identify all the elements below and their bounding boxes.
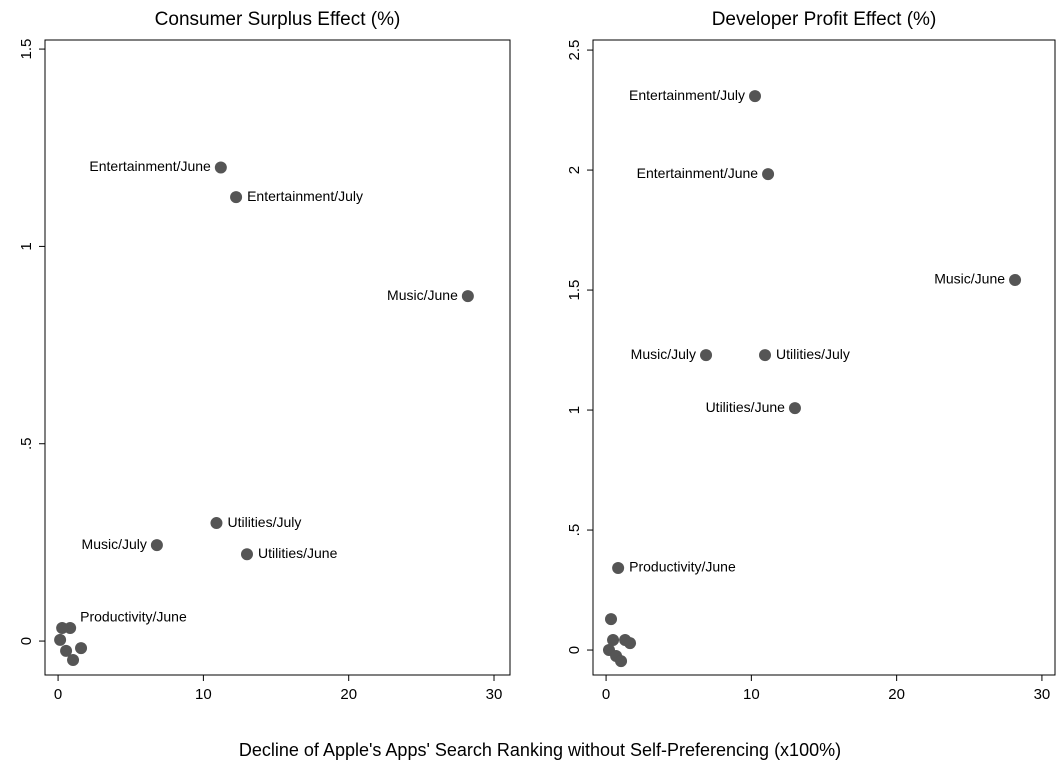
point-label: Music/June [387, 287, 458, 303]
point [150, 539, 163, 552]
chart-title: Developer Profit Effect (%) [712, 9, 937, 30]
x-axis-label: Decline of Apple's Apps' Search Ranking … [239, 740, 841, 760]
point [54, 633, 67, 646]
y-tick-label: 1 [566, 406, 583, 414]
y-tick-label: 1.5 [18, 39, 35, 60]
y-tick-label: 0 [18, 637, 35, 645]
point [461, 290, 474, 303]
point [748, 90, 761, 103]
y-tick-label: 2 [566, 166, 583, 174]
x-tick-label: 20 [340, 686, 357, 703]
point-label: Entertainment/July [247, 188, 363, 204]
x-tick-label: 0 [54, 686, 62, 703]
point-label: Utilities/June [706, 399, 786, 415]
x-tick-label: 10 [195, 686, 212, 703]
point-label: Utilities/July [227, 514, 301, 530]
point-label: Music/July [82, 536, 147, 552]
point-label: Music/July [631, 346, 696, 362]
point [75, 642, 88, 655]
point [240, 548, 253, 561]
point [605, 613, 618, 626]
x-tick-label: 0 [602, 686, 610, 703]
point [788, 402, 801, 415]
y-tick-label: 0 [566, 646, 583, 654]
x-tick-label: 10 [743, 686, 760, 703]
y-tick-label: 1.5 [566, 280, 583, 301]
point [210, 517, 223, 530]
point [700, 349, 713, 362]
point [612, 561, 625, 574]
x-tick-label: 30 [486, 686, 503, 703]
point-label: Entertainment/June [637, 165, 759, 181]
chart-title: Consumer Surplus Effect (%) [155, 9, 401, 30]
point [762, 168, 775, 181]
plot-frame [592, 39, 1056, 676]
point [624, 637, 637, 650]
point [214, 161, 227, 174]
y-tick-label: .5 [18, 437, 35, 450]
point [60, 644, 73, 657]
point-label: Entertainment/July [629, 87, 745, 103]
plot-frame [44, 39, 511, 676]
y-tick-label: .5 [566, 524, 583, 537]
point [1009, 273, 1022, 286]
x-tick-label: 20 [888, 686, 905, 703]
point-label: Music/June [934, 271, 1005, 287]
y-tick-label: 1 [18, 242, 35, 250]
point-label: Utilities/July [776, 346, 850, 362]
x-tick-label: 30 [1034, 686, 1051, 703]
point [759, 349, 772, 362]
point-label: Utilities/June [258, 545, 338, 561]
point-label: Entertainment/June [89, 158, 211, 174]
point-label: Productivity/June [629, 559, 736, 575]
point [230, 191, 243, 204]
point [67, 654, 80, 667]
point [56, 622, 69, 635]
point [607, 633, 620, 646]
point [615, 655, 628, 668]
y-tick-label: 2.5 [566, 40, 583, 61]
point-label: Productivity/June [80, 609, 187, 625]
